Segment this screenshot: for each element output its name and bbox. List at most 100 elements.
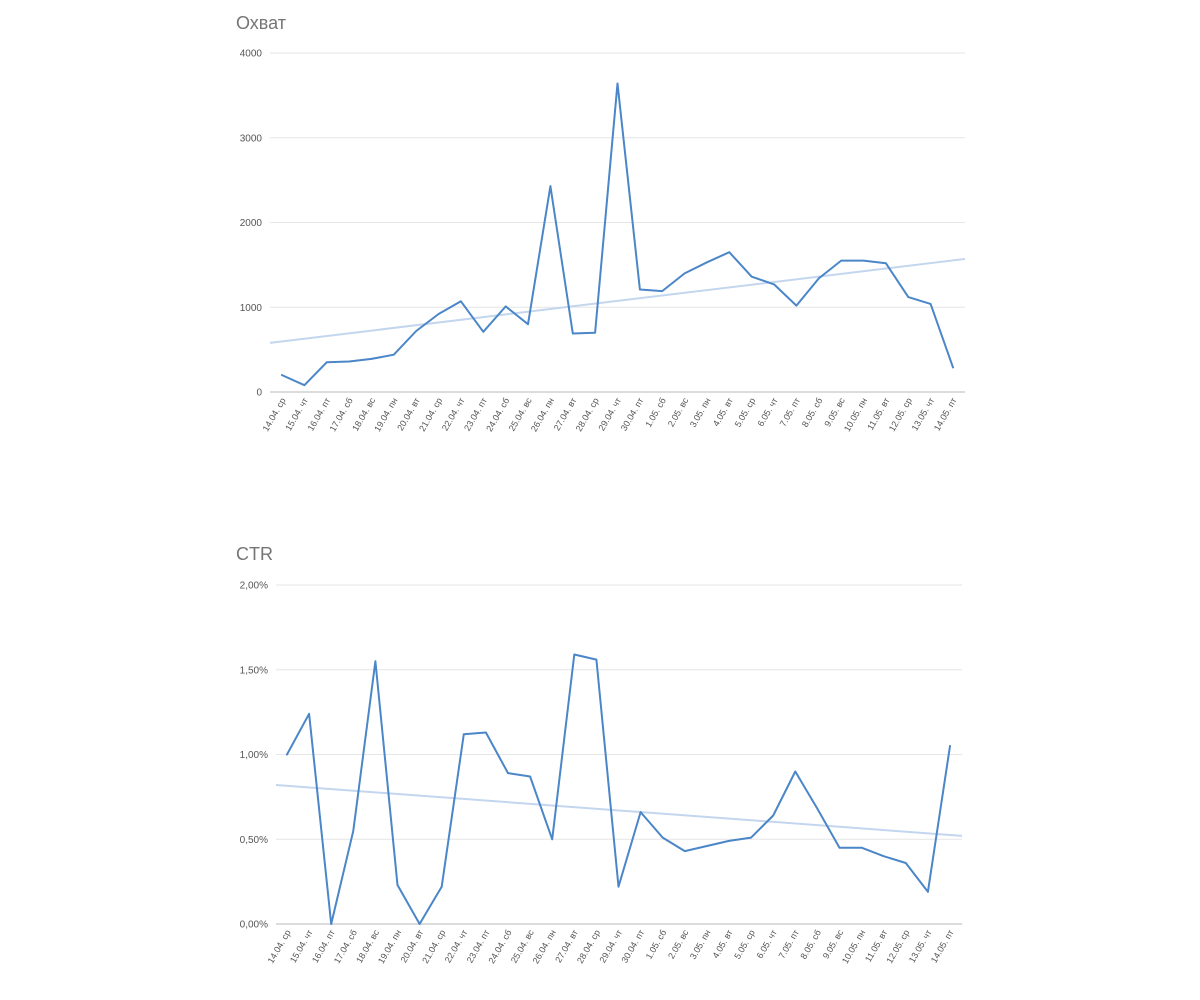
data-point bbox=[773, 283, 775, 286]
data-point bbox=[639, 811, 642, 813]
data-point bbox=[594, 331, 596, 334]
x-tick-label: 7.05. пт bbox=[777, 928, 801, 960]
x-tick-label: 1.05. сб bbox=[644, 928, 669, 961]
data-point bbox=[529, 775, 531, 778]
data-point bbox=[840, 259, 842, 262]
data-point bbox=[303, 384, 306, 387]
data-point bbox=[795, 304, 798, 307]
trendline bbox=[275, 784, 963, 837]
x-tick-label: 9.05. вс bbox=[822, 396, 847, 429]
chart-title: CTR bbox=[236, 544, 273, 564]
y-tick-label: 1,00% bbox=[240, 750, 268, 761]
data-point bbox=[772, 814, 774, 817]
data-point bbox=[572, 332, 574, 335]
data-point bbox=[949, 745, 951, 747]
y-tick-label: 4000 bbox=[240, 49, 263, 60]
data-point bbox=[460, 300, 462, 303]
data-point bbox=[706, 845, 708, 847]
data-point bbox=[860, 846, 863, 849]
data-point bbox=[573, 653, 576, 656]
y-tick-label: 0,00% bbox=[240, 920, 268, 931]
data-point bbox=[507, 772, 509, 774]
trendline-layer bbox=[269, 257, 966, 344]
trendline-layer bbox=[275, 784, 963, 837]
data-point bbox=[706, 261, 708, 264]
series-line bbox=[281, 82, 954, 387]
data-point bbox=[549, 185, 552, 187]
y-tick-label: 1,50% bbox=[240, 665, 268, 676]
data-point bbox=[370, 358, 373, 360]
data-point bbox=[728, 840, 730, 842]
series-line bbox=[286, 653, 951, 925]
data-point bbox=[308, 713, 310, 715]
data-point bbox=[750, 836, 752, 839]
data-point bbox=[325, 361, 328, 364]
data-point bbox=[818, 277, 820, 280]
data-point bbox=[463, 733, 465, 735]
x-tick-label: 7.05. пт bbox=[778, 396, 802, 428]
data-point bbox=[396, 884, 399, 886]
data-point bbox=[661, 836, 664, 839]
data-point bbox=[330, 923, 333, 925]
x-tick-label: 8.05. сб bbox=[800, 396, 825, 429]
data-point bbox=[750, 275, 753, 278]
data-point bbox=[551, 838, 553, 841]
data-point bbox=[374, 660, 377, 663]
data-point bbox=[728, 251, 731, 253]
data-point bbox=[683, 272, 686, 275]
y-tick-label: 0,50% bbox=[240, 835, 268, 846]
data-point bbox=[281, 374, 283, 376]
series-layer bbox=[286, 653, 951, 925]
x-tick-label: 5.05. ср bbox=[733, 396, 758, 429]
data-point bbox=[348, 360, 350, 363]
data-point bbox=[504, 305, 507, 308]
data-point bbox=[418, 923, 421, 925]
x-tick-label: 6.05. чт bbox=[755, 928, 779, 960]
chart-ctr: CTR 0,00% 0,50% 1,00% 1,50% 2,00% 14.04. ср1… bbox=[236, 544, 963, 966]
data-point bbox=[794, 770, 797, 773]
data-point bbox=[440, 885, 443, 888]
data-point bbox=[661, 290, 663, 292]
data-point bbox=[927, 891, 929, 893]
data-point bbox=[838, 846, 841, 849]
y-axis-ticks: 0,00% 0,50% 1,00% 1,50% 2,00% bbox=[240, 581, 268, 931]
data-point bbox=[929, 303, 932, 305]
data-point bbox=[684, 850, 686, 852]
data-point bbox=[616, 82, 619, 85]
data-point bbox=[352, 830, 355, 832]
x-tick-label: 3.05. пн bbox=[688, 396, 713, 429]
x-tick-label: 6.05. чт bbox=[755, 396, 779, 428]
data-point bbox=[437, 313, 440, 315]
data-point bbox=[286, 753, 288, 756]
x-tick-label: 1.05. сб bbox=[643, 396, 668, 429]
data-point bbox=[393, 353, 395, 356]
data-point bbox=[482, 331, 485, 333]
y-tick-label: 2,00% bbox=[240, 581, 268, 592]
x-tick-label: 5.05. ср bbox=[732, 928, 757, 961]
chart-title: Охват bbox=[236, 13, 286, 33]
gridlines bbox=[276, 584, 962, 925]
data-point bbox=[905, 862, 907, 864]
data-point bbox=[415, 330, 418, 332]
data-point bbox=[885, 262, 887, 265]
gridlines bbox=[270, 52, 965, 393]
x-tick-label: 4.05. вт bbox=[710, 928, 734, 960]
series-layer bbox=[281, 82, 954, 387]
y-axis-ticks: 0 1000 2000 3000 4000 bbox=[240, 49, 263, 399]
data-point bbox=[907, 296, 910, 298]
y-tick-label: 2000 bbox=[240, 218, 263, 229]
x-tick-label: 8.05. сб bbox=[798, 928, 823, 961]
data-point bbox=[527, 323, 529, 326]
data-point bbox=[617, 885, 620, 888]
data-point bbox=[952, 366, 954, 369]
chart-reach: Охват 0 1000 2000 3000 4000 14.04. ср15.04. … bbox=[236, 13, 966, 434]
data-point bbox=[639, 288, 641, 291]
x-tick-label: 4.05. вт bbox=[711, 396, 735, 428]
x-tick-label: 2.05. вс bbox=[666, 396, 691, 429]
x-tick-label: 3.05. пн bbox=[688, 928, 713, 961]
data-point bbox=[862, 259, 865, 262]
data-point bbox=[882, 855, 885, 857]
